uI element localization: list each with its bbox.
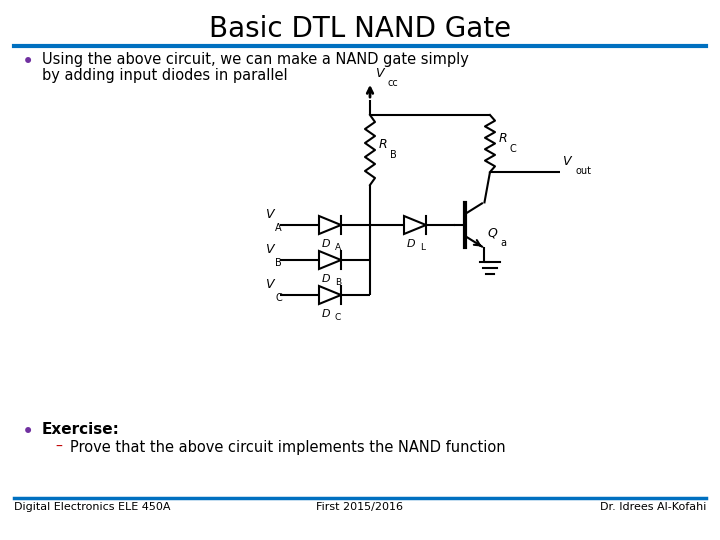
Text: •: • — [22, 422, 34, 442]
Text: Exercise:: Exercise: — [42, 422, 120, 437]
Text: Prove that the above circuit implements the NAND function: Prove that the above circuit implements … — [70, 440, 505, 455]
Text: B: B — [390, 150, 397, 160]
Text: $V$: $V$ — [265, 278, 276, 291]
Text: out: out — [575, 166, 591, 176]
Text: $Q$: $Q$ — [487, 226, 499, 240]
Text: $D$: $D$ — [321, 237, 331, 249]
Text: Dr. Idrees Al-Kofahi: Dr. Idrees Al-Kofahi — [600, 502, 706, 512]
Text: A: A — [335, 243, 341, 252]
Text: B: B — [335, 278, 341, 287]
Text: $R$: $R$ — [378, 138, 387, 152]
Text: $V$: $V$ — [375, 67, 387, 80]
Text: B: B — [275, 258, 282, 268]
Text: by adding input diodes in parallel: by adding input diodes in parallel — [42, 68, 287, 83]
Text: $D$: $D$ — [321, 272, 331, 284]
Text: $D$: $D$ — [406, 237, 416, 249]
Text: Using the above circuit, we can make a NAND gate simply: Using the above circuit, we can make a N… — [42, 52, 469, 67]
Text: $V$: $V$ — [265, 243, 276, 256]
Text: A: A — [275, 223, 282, 233]
Text: Basic DTL NAND Gate: Basic DTL NAND Gate — [209, 15, 511, 43]
Text: a: a — [500, 238, 506, 248]
Text: C: C — [335, 313, 341, 322]
Text: $D$: $D$ — [321, 307, 331, 319]
Text: First 2015/2016: First 2015/2016 — [317, 502, 403, 512]
Text: •: • — [22, 52, 34, 72]
Text: C: C — [510, 144, 517, 154]
Text: $V$: $V$ — [562, 155, 573, 168]
Text: L: L — [420, 243, 426, 252]
Text: Digital Electronics ELE 450A: Digital Electronics ELE 450A — [14, 502, 171, 512]
Text: $V$: $V$ — [265, 208, 276, 221]
Text: cc: cc — [388, 78, 399, 88]
Text: –: – — [55, 440, 62, 454]
Text: $R$: $R$ — [498, 132, 508, 145]
Text: C: C — [275, 293, 282, 303]
